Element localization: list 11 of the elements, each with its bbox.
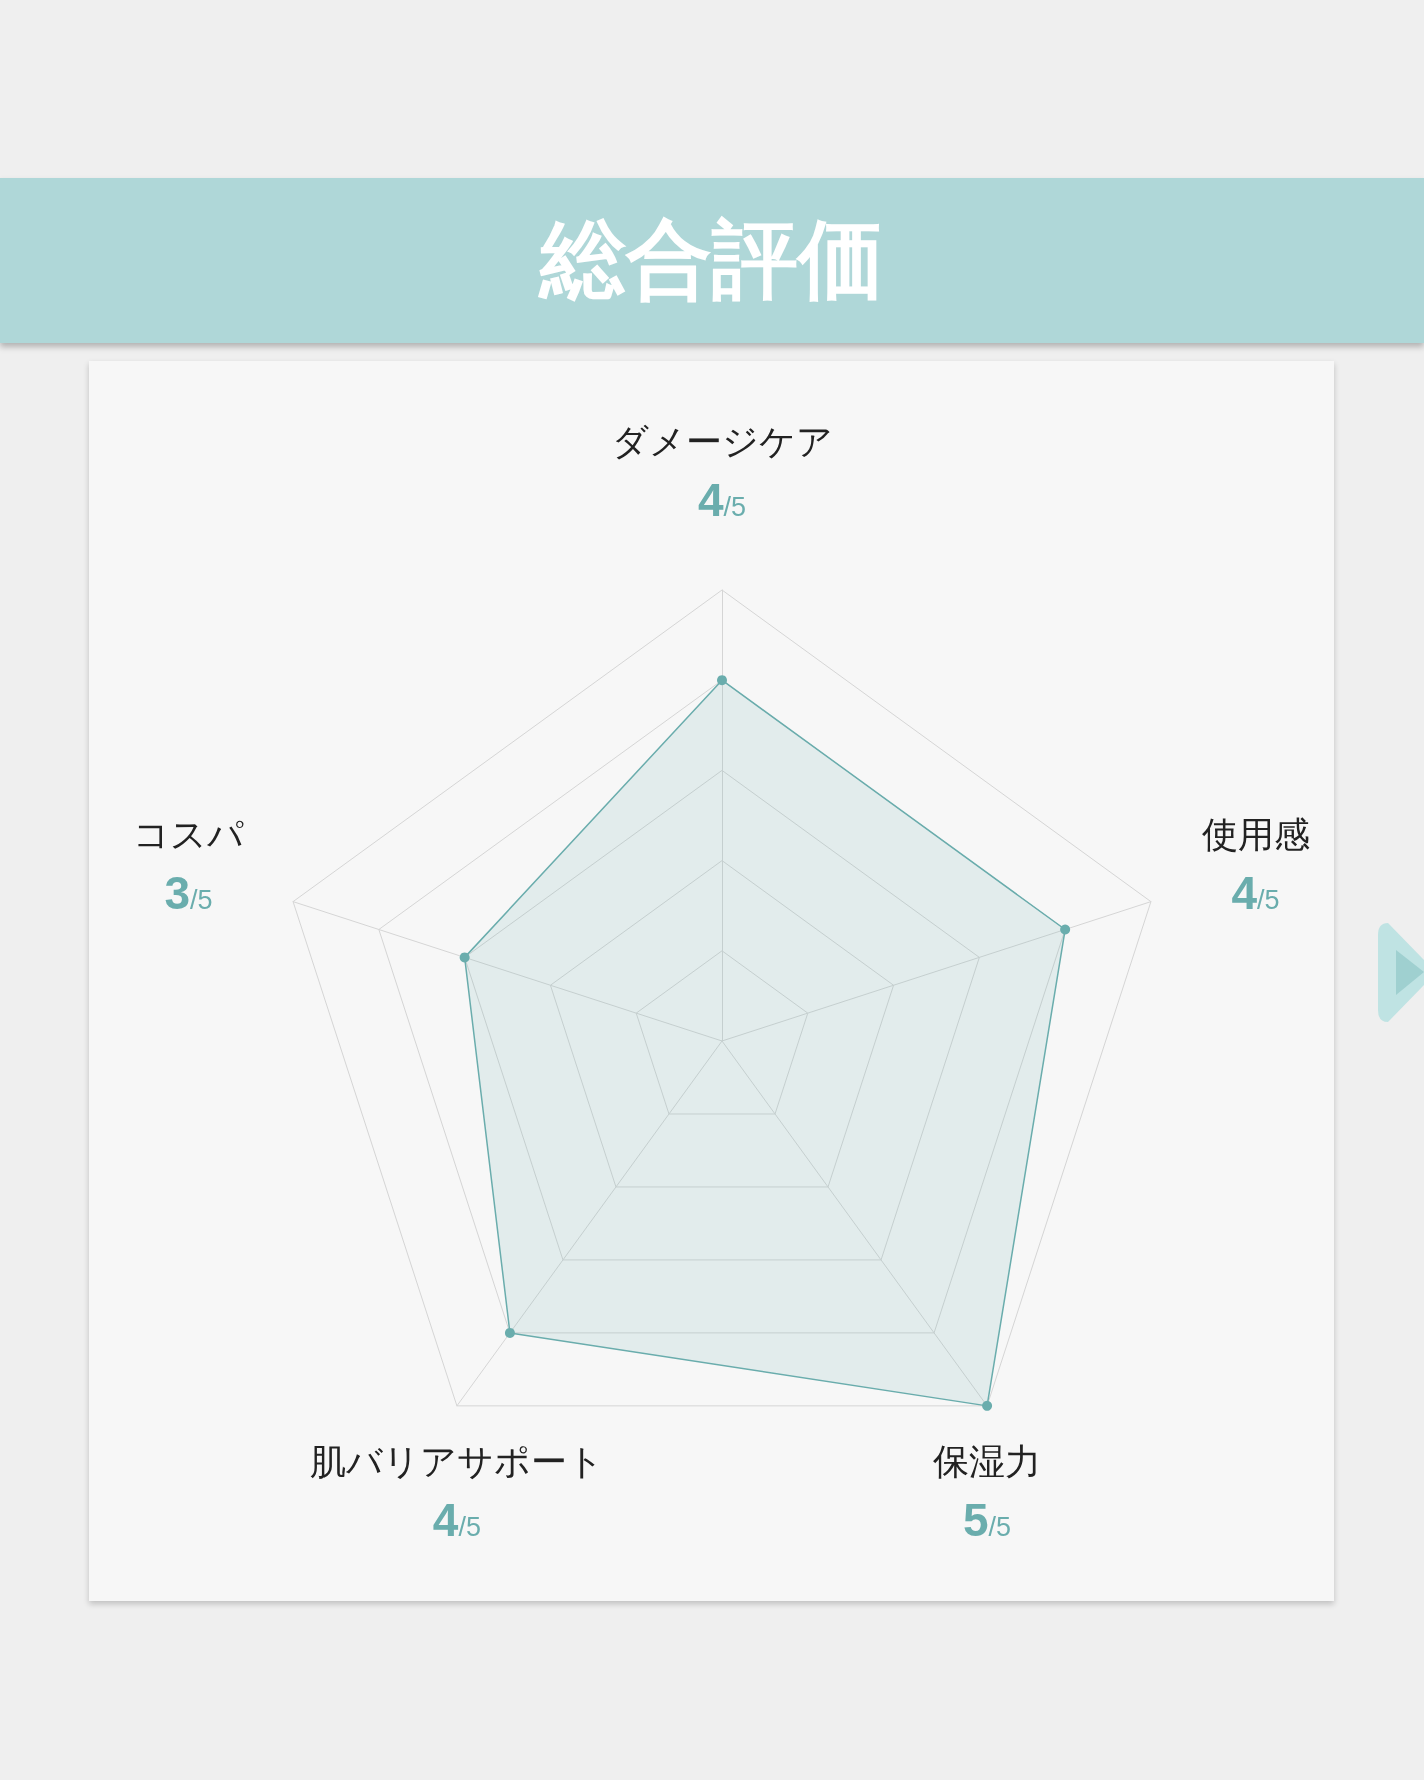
text: 4/5 [697,473,747,526]
text: 3/5 [164,866,213,919]
text: 4/5 [432,1493,481,1546]
spoke-label: ダメージケア [611,419,833,464]
spoke-label: 肌バリアサポート [309,1439,604,1484]
text: 4/5 [1231,866,1280,919]
chart-title: 総合評価 [0,178,1424,343]
spoke-label: 使用感 [1201,812,1310,857]
spoke-label: コスパ [132,812,244,857]
text: 5/5 [963,1493,1012,1546]
spoke-label: 保湿力 [933,1439,1042,1484]
